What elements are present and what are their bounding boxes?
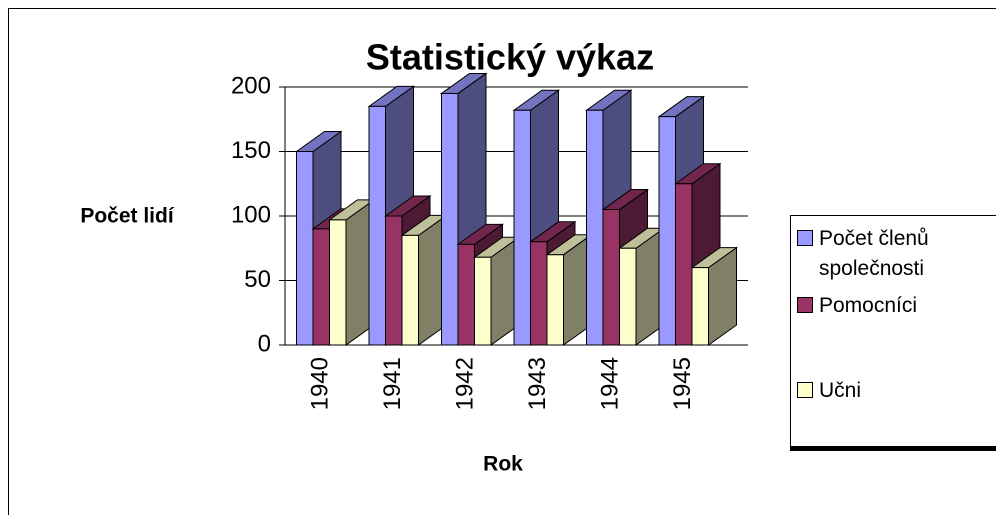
legend-label: Počet členů společnosti bbox=[819, 227, 929, 280]
bar bbox=[400, 214, 449, 346]
bar-face bbox=[675, 183, 693, 346]
bar bbox=[472, 236, 521, 346]
bar bbox=[617, 227, 666, 346]
bar-face bbox=[691, 267, 709, 346]
bar bbox=[545, 233, 594, 346]
y-axis-label: Počet lidí bbox=[80, 205, 175, 228]
legend-item: Učni bbox=[797, 376, 989, 406]
bar-face bbox=[546, 254, 564, 346]
y-tick-label: 100 bbox=[231, 201, 271, 228]
y-tick-label: 150 bbox=[231, 137, 271, 164]
x-tick-label: 1945 bbox=[669, 357, 696, 410]
bar-face bbox=[401, 234, 419, 346]
bar-face bbox=[368, 105, 386, 346]
legend-swatch bbox=[797, 297, 813, 313]
x-tick-label: 1944 bbox=[597, 357, 624, 410]
y-tick-label: 0 bbox=[258, 330, 271, 357]
legend-item: Pomocníci bbox=[797, 291, 989, 321]
bar-face bbox=[658, 116, 676, 346]
legend-label: Učni bbox=[819, 379, 862, 402]
x-tick-label: 1942 bbox=[452, 357, 479, 410]
bar-face bbox=[457, 243, 475, 346]
legend: Počet členů společnosti Pomocníci Učni bbox=[790, 215, 996, 447]
bar-face bbox=[441, 92, 459, 346]
bar-face bbox=[586, 109, 604, 346]
bar-face bbox=[296, 151, 314, 346]
bar bbox=[690, 246, 739, 346]
x-tick-label: 1940 bbox=[307, 357, 334, 410]
y-tick-label: 50 bbox=[244, 266, 271, 293]
chart-title: Statistický výkaz bbox=[366, 37, 654, 78]
bar-face bbox=[513, 109, 531, 346]
bar-face bbox=[530, 241, 548, 346]
legend-swatch bbox=[797, 230, 813, 246]
legend-label: Pomocníci bbox=[819, 294, 918, 317]
bar-face bbox=[312, 228, 330, 346]
bar-face bbox=[602, 209, 620, 346]
bar-face bbox=[619, 247, 637, 346]
bar-face bbox=[474, 256, 492, 346]
bar-face bbox=[329, 219, 347, 346]
y-tick-label: 200 bbox=[231, 72, 271, 99]
bar-face bbox=[385, 215, 403, 346]
x-tick-label: 1943 bbox=[524, 357, 551, 410]
bar bbox=[327, 198, 376, 346]
x-axis-label: Rok bbox=[483, 453, 523, 476]
x-tick-label: 1941 bbox=[379, 357, 406, 410]
legend-swatch bbox=[797, 382, 813, 398]
legend-item: Počet členů společnosti bbox=[797, 224, 989, 284]
